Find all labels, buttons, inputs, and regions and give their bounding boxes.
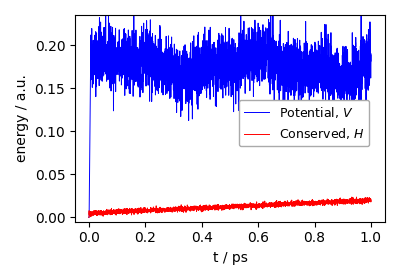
Y-axis label: energy / a.u.: energy / a.u. bbox=[15, 74, 29, 162]
Conserved, $H$ bbox=[119, 211, 124, 215]
Legend: Potential, $V$, Conserved, $H$: Potential, $V$, Conserved, $H$ bbox=[239, 100, 370, 146]
Conserved, $H$ bbox=[207, 203, 212, 207]
Conserved, $H$ bbox=[195, 207, 200, 210]
Conserved, $H$ bbox=[86, 216, 91, 219]
Line: Potential, $V$: Potential, $V$ bbox=[89, 0, 371, 217]
Line: Conserved, $H$: Conserved, $H$ bbox=[89, 197, 371, 217]
Conserved, $H$ bbox=[368, 200, 373, 203]
Potential, $V$ bbox=[119, 69, 124, 72]
Potential, $V$ bbox=[106, 0, 111, 1]
Potential, $V$ bbox=[86, 216, 91, 219]
Conserved, $H$ bbox=[350, 195, 354, 199]
Potential, $V$ bbox=[207, 67, 212, 70]
Conserved, $H$ bbox=[332, 200, 337, 204]
Potential, $V$ bbox=[136, 49, 140, 52]
Conserved, $H$ bbox=[135, 209, 140, 212]
X-axis label: t / ps: t / ps bbox=[212, 251, 248, 265]
Potential, $V$ bbox=[363, 68, 368, 72]
Conserved, $H$ bbox=[363, 198, 368, 201]
Potential, $V$ bbox=[195, 103, 200, 106]
Potential, $V$ bbox=[368, 59, 373, 63]
Potential, $V$ bbox=[333, 67, 338, 70]
